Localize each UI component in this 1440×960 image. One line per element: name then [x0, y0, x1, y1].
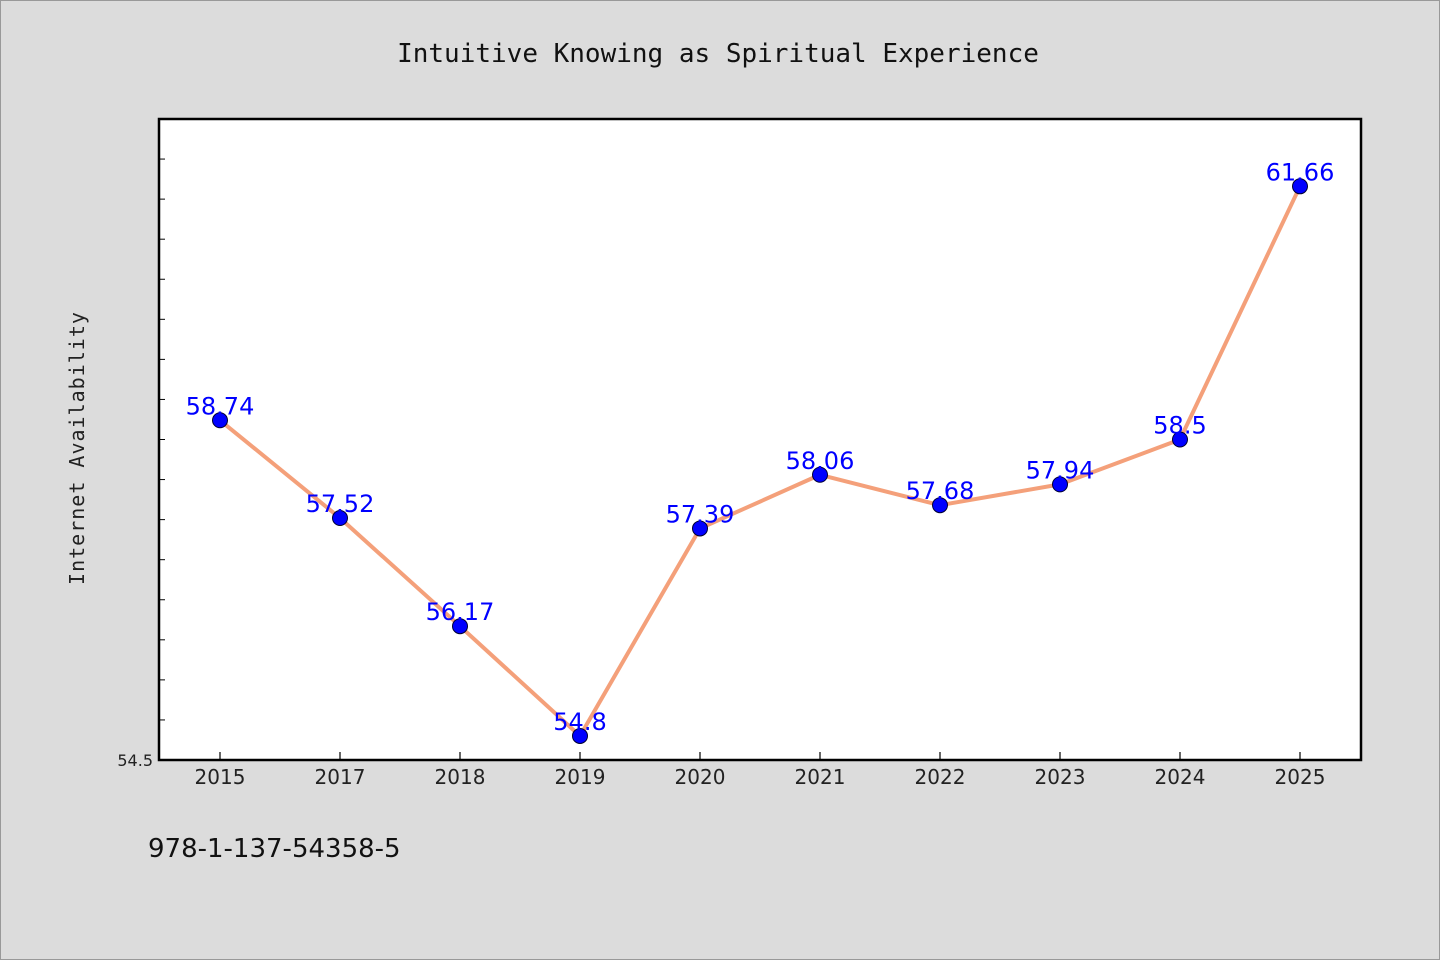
- data-point: [1052, 476, 1068, 493]
- data-label: 57.52: [306, 490, 375, 518]
- data-point: [1292, 178, 1308, 195]
- data-point: [812, 466, 828, 483]
- y-axis-label: Internet Availability: [65, 311, 89, 585]
- data-point: [932, 497, 948, 514]
- x-tick-label: 2023: [1035, 765, 1086, 789]
- data-label: 61.66: [1266, 158, 1335, 186]
- y-axis-ticks: 54.5: [117, 118, 165, 770]
- data-label: 57.39: [666, 500, 735, 528]
- data-label: 54.8: [553, 708, 606, 736]
- x-tick-label: 2022: [915, 765, 966, 789]
- data-label: 58.5: [1153, 412, 1206, 440]
- data-point: [332, 510, 348, 527]
- y-tick-label: 54.5: [117, 751, 153, 770]
- plot-area: [157, 117, 1363, 762]
- x-axis-ticks: 2015 2017 2018 2019 2020 2021 2022 2023 2024 2025: [195, 752, 1326, 789]
- data-label: 58.74: [186, 392, 255, 420]
- x-tick-label: 2018: [435, 765, 486, 789]
- x-tick-label: 2024: [1155, 765, 1206, 789]
- data-label: 58.06: [786, 447, 855, 475]
- data-point: [452, 618, 468, 635]
- series-group: [212, 178, 1308, 744]
- series-line: [218, 185, 1302, 738]
- data-label: 56.17: [426, 598, 495, 626]
- data-label: 57.94: [1026, 456, 1095, 484]
- x-tick-label: 2019: [555, 765, 606, 789]
- x-tick-label: 2017: [315, 765, 366, 789]
- data-point: [1172, 431, 1188, 448]
- data-point: [212, 412, 228, 429]
- chart-title: Intuitive Knowing as Spiritual Experienc…: [397, 39, 1039, 69]
- data-labels-group: 58.74 57.52 56.17 54.8 57.39 58.06 57.68 57.94 5…: [186, 158, 1335, 736]
- data-point: [692, 520, 708, 537]
- x-tick-label: 2025: [1275, 765, 1326, 789]
- isbn-footer: 978-1-137-54358-5: [148, 834, 401, 864]
- data-point: [572, 727, 588, 744]
- x-tick-label: 2015: [195, 765, 246, 789]
- data-label: 57.68: [906, 477, 975, 505]
- x-tick-label: 2021: [795, 765, 846, 789]
- x-tick-label: 2020: [675, 765, 726, 789]
